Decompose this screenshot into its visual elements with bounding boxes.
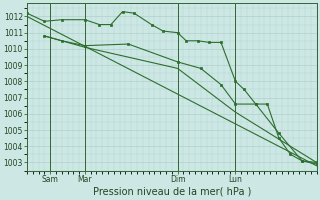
X-axis label: Pression niveau de la mer( hPa ): Pression niveau de la mer( hPa ): [92, 187, 251, 197]
